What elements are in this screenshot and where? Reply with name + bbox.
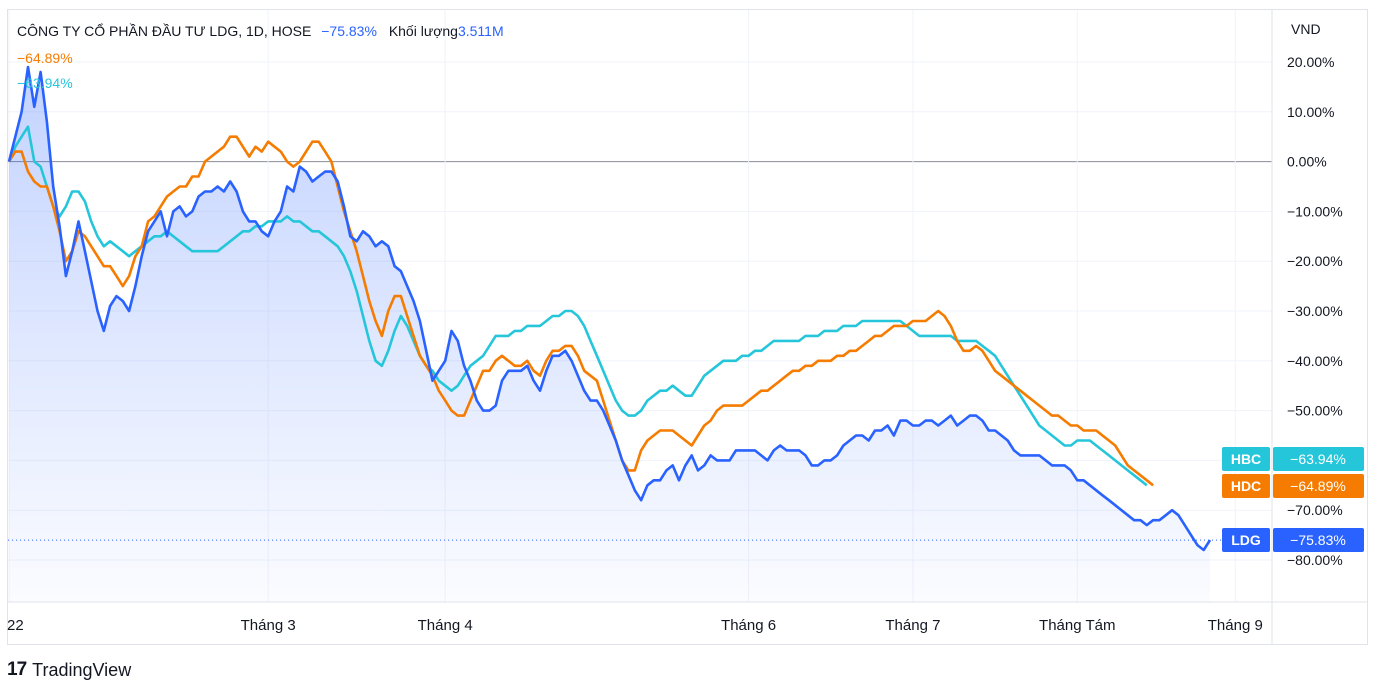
y-tick-label: −40.00% <box>1287 353 1343 369</box>
x-tick-label: Tháng 9 <box>1208 617 1263 634</box>
series-line-hdc <box>7 135 1154 487</box>
badge-name-bg <box>1222 528 1270 552</box>
y-tick-label: −10.00% <box>1287 203 1343 219</box>
legend-main: CÔNG TY CỔ PHẦN ĐẦU TƯ LDG, 1D, HOSE −75… <box>17 23 504 39</box>
badge-value-bg <box>1273 447 1364 471</box>
badge-value-bg <box>1273 474 1364 498</box>
x-tick-label: Tháng 7 <box>885 617 940 634</box>
badge-value-ldg: −75.83% <box>1290 532 1346 548</box>
badge-name-hbc: HBC <box>1231 451 1261 467</box>
ldg-change: −75.83% <box>321 23 377 39</box>
badge-value-hbc: −63.94% <box>1290 451 1346 467</box>
axes: 20.00% 10.00% 0.00% −10.00% −20.00% −30.00% −4… <box>7 10 1367 644</box>
x-tick-label: Tháng 3 <box>241 617 296 634</box>
y-tick-label: −70.00% <box>1287 502 1343 518</box>
volume-value: 3.511M <box>457 23 504 39</box>
x-tick-label: Tháng 6 <box>721 617 776 634</box>
badge-name-ldg: LDG <box>1231 532 1261 548</box>
tradingview-brand[interactable]: 17 TradingView <box>7 659 131 681</box>
y-tick-label: 20.00% <box>1287 54 1334 70</box>
badge-name-bg <box>1222 447 1270 471</box>
price-badges: LDG −75.83% HDC −64.89% HBC −63.94% <box>1222 447 1364 552</box>
y-tick-label: 0.00% <box>1287 154 1327 170</box>
badge-name-hdc: HDC <box>1231 478 1261 494</box>
chart-title: CÔNG TY CỔ PHẦN ĐẦU TƯ LDG, 1D, HOSE <box>17 23 312 39</box>
x-tick-label: Tháng Tám <box>1039 617 1115 634</box>
series-lines <box>7 65 1272 552</box>
legend-hbc: −63.94% <box>17 75 73 91</box>
legend-hdc: −64.89% <box>17 50 73 66</box>
badge-name-bg <box>1222 474 1270 498</box>
series-fill <box>9 67 1210 602</box>
badge-value-bg <box>1273 528 1364 552</box>
y-tick-label: −80.00% <box>1287 552 1343 568</box>
series-area-ldg <box>9 67 1210 602</box>
volume-label: Khối lượng <box>388 23 458 39</box>
y-tick-label: −20.00% <box>1287 253 1343 269</box>
y-tick-label: 10.00% <box>1287 104 1334 120</box>
tradingview-logo-icon: 17 <box>7 659 27 680</box>
chart-frame <box>7 9 1368 645</box>
currency-label: VND <box>1291 21 1321 37</box>
y-tick-label: −30.00% <box>1287 303 1343 319</box>
x-tick-label: 22 <box>7 617 24 634</box>
x-tick-label: Tháng 4 <box>418 617 473 634</box>
series-line-ldg <box>7 65 1212 552</box>
y-tick-label: −50.00% <box>1287 403 1343 419</box>
brand-name: TradingView <box>32 659 132 680</box>
badge-value-hdc: −64.89% <box>1290 478 1346 494</box>
